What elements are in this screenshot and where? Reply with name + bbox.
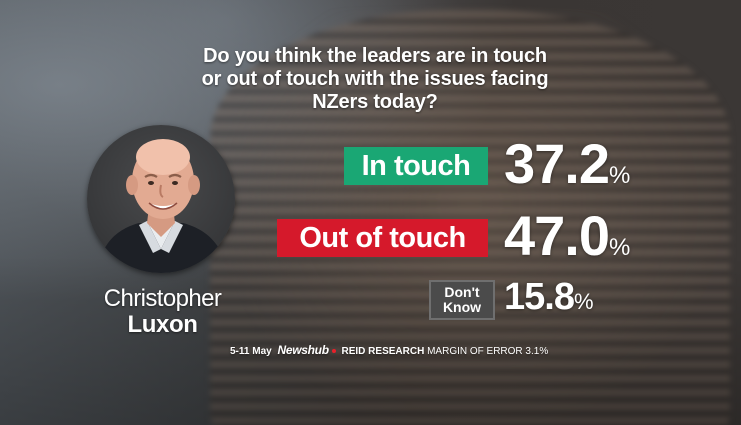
in-touch-label: In touch — [344, 147, 488, 185]
out-of-touch-number: 47.0 — [504, 204, 610, 267]
poll-question-line-2: or out of touch with the issues facing — [201, 68, 549, 90]
dont-know-label: Don't Know — [429, 280, 495, 320]
newshub-dot-icon — [331, 349, 336, 353]
out-of-touch-label: Out of touch — [277, 219, 488, 257]
newshub-logo: Newshub — [277, 343, 329, 357]
in-touch-unit: % — [609, 162, 631, 189]
in-touch-value: 37.2% — [504, 134, 630, 206]
out-of-touch-value: 47.0% — [504, 206, 630, 278]
dont-know-label-line-2: Know — [442, 299, 482, 315]
poll-question-line-3: NZers today? — [312, 91, 438, 113]
leader-first-name: Christopher — [103, 285, 222, 312]
in-touch-number: 37.2 — [504, 132, 610, 195]
dont-know-value: 15.8% — [504, 276, 594, 323]
person-silhouette-icon — [97, 139, 227, 273]
poll-dates: 5-11 May — [230, 346, 272, 357]
poll-footer: 5-11 May Newshub REID RESEARCH MARGIN OF… — [230, 343, 548, 357]
poll-question: Do you think the leaders are in touch or… — [150, 45, 600, 114]
research-company: REID RESEARCH — [341, 346, 425, 357]
dont-know-label-line-1: Don't — [444, 284, 480, 300]
leader-portrait — [87, 125, 235, 273]
beehive-building-image — [210, 10, 730, 425]
leader-last-name: Luxon — [127, 311, 198, 338]
out-of-touch-unit: % — [609, 234, 631, 261]
dont-know-unit: % — [573, 289, 594, 314]
poll-question-line-1: Do you think the leaders are in touch — [203, 45, 547, 67]
margin-of-error: MARGIN OF ERROR 3.1% — [427, 346, 549, 357]
dont-know-number: 15.8 — [504, 276, 575, 318]
